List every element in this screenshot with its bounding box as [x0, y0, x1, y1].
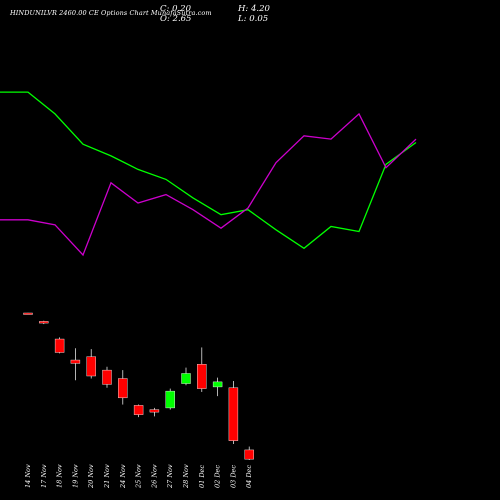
- candle-body: [102, 369, 112, 385]
- x-tick-label: 18 Nov: [56, 464, 64, 488]
- candle: [244, 446, 254, 460]
- x-tick-label: 26 Nov: [150, 464, 158, 489]
- close-value: C: 0.20: [160, 4, 191, 14]
- candle: [133, 404, 144, 418]
- x-tick-label: 25 Nov: [135, 464, 143, 489]
- x-tick-label: 14 Nov: [24, 464, 32, 488]
- x-tick-label: 24 Nov: [119, 464, 127, 489]
- candle: [70, 348, 81, 381]
- x-tick-label: 28 Nov: [182, 464, 190, 489]
- candle-body: [149, 409, 160, 413]
- x-tick-label: 04 Dec: [245, 465, 253, 488]
- magenta-indicator-line: [0, 112, 417, 257]
- x-tick-label: 19 Nov: [71, 464, 79, 488]
- candle: [39, 320, 49, 325]
- candle-body: [212, 381, 223, 388]
- candle-body: [86, 356, 96, 377]
- x-tick-label: 17 Nov: [40, 464, 48, 488]
- green-indicator-line: [0, 91, 417, 250]
- candle: [54, 337, 65, 354]
- open-value: O: 2.65: [160, 14, 192, 24]
- candle: [102, 366, 112, 388]
- candle: [181, 367, 191, 386]
- candle-body: [197, 364, 207, 389]
- candle: [228, 381, 239, 445]
- x-tick-label: 20 Nov: [87, 464, 95, 489]
- candle-body: [133, 405, 144, 415]
- candle-body: [118, 378, 128, 399]
- candle: [165, 388, 175, 410]
- x-tick-label: 21 Nov: [103, 464, 111, 489]
- candle: [149, 407, 160, 417]
- candle-body: [165, 390, 175, 409]
- candle: [86, 349, 96, 379]
- candle-body: [23, 312, 33, 315]
- candles: [23, 312, 254, 460]
- high-value: H: 4.20: [238, 4, 270, 14]
- candle: [212, 377, 223, 397]
- indicator-lines: [0, 91, 417, 257]
- candle: [118, 370, 128, 405]
- x-tick-label: 27 Nov: [166, 464, 174, 489]
- x-tick-label: 03 Dec: [229, 465, 237, 488]
- candle-body: [244, 449, 254, 460]
- candle-body: [54, 338, 65, 353]
- chart-title: HINDUNILVR 2460.00 CE Options Chart Muna…: [10, 9, 212, 17]
- candle-body: [228, 387, 239, 441]
- candle-body: [39, 321, 49, 324]
- x-tick-label: 02 Dec: [214, 465, 222, 488]
- x-tick-label: 01 Dec: [198, 465, 206, 488]
- low-value: L: 0.05: [238, 14, 269, 24]
- candle: [197, 347, 207, 392]
- x-axis-labels: 14 Nov 17 Nov 18 Nov 19 Nov 20 Nov 21 Nov 24 N…: [24, 464, 253, 489]
- candle-body: [181, 373, 191, 384]
- candle: [23, 312, 33, 315]
- candle-body: [70, 359, 81, 364]
